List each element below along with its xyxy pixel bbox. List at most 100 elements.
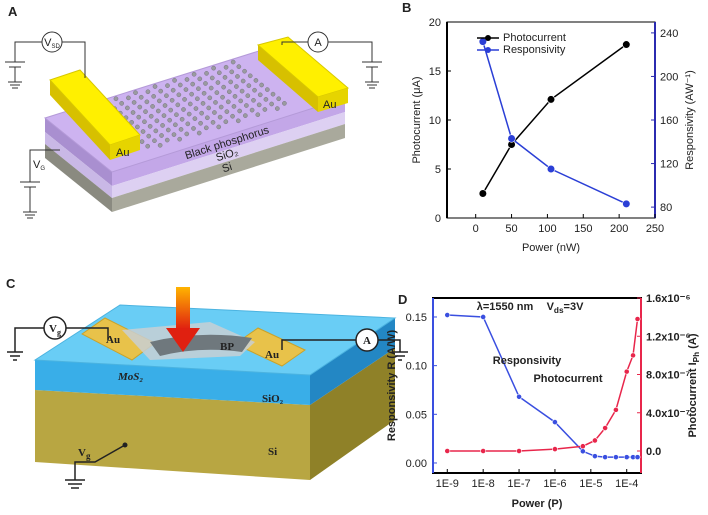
circuit [7,316,408,489]
atom [209,75,215,81]
atom [253,78,259,83]
device-schematic-c: Vg A Au Au BP MoS₂ SiO₂ Si Vg [7,287,408,489]
atom [236,64,242,69]
y-tick-label: 5 [435,164,441,176]
y-axis-label: Responsivity R (A/W) [386,330,398,442]
atom [119,101,124,106]
atom [131,100,137,105]
atom [184,131,190,137]
atom [160,123,165,128]
data-point [630,352,636,359]
data-point [552,446,558,452]
legend-marker [485,47,491,53]
atom [139,139,145,144]
y2-tick-label: 120 [660,159,678,171]
atom [200,101,206,106]
label-main: V [33,159,41,171]
y2-axis-label: Photocurrent IPh (A) [687,333,701,437]
atom [143,109,148,114]
atom [238,98,244,104]
label-main: Photocurrent I [687,362,699,437]
data-point [622,199,631,208]
sio2-front [112,112,345,198]
atom [113,96,119,102]
atom [215,80,221,85]
panel-label: B [402,0,411,15]
y-tick-label: 15 [429,66,441,78]
atom [146,133,152,139]
atom [170,87,176,93]
atom [240,78,246,84]
atom [211,65,216,71]
flake-label: MoS₂ [117,371,143,383]
x-tick-label: 1E-4 [615,478,638,490]
atom [185,121,191,127]
y-tick-label: 0.15 [406,312,427,324]
data-point [634,454,641,461]
atom [242,68,247,74]
atom [187,101,193,107]
y2-tick-label: 160 [660,115,678,127]
atom [182,97,187,102]
atom [142,119,147,125]
atom [207,95,213,101]
atom [192,116,198,121]
atom [171,132,177,137]
electrode [234,327,306,367]
atom [165,127,171,133]
atom [234,84,239,89]
atom [251,97,256,103]
si-side [45,144,112,212]
atom [222,75,228,80]
y2-tick-label: 1.6x10⁻⁶ [646,293,691,305]
wire [378,339,401,352]
atom [249,107,255,113]
atom [152,138,157,143]
atom [239,88,245,94]
label-sub: Ph [692,352,701,363]
sio2-side [45,132,112,198]
atom [218,104,224,110]
electrode-label: Au [116,147,129,159]
series-line [482,41,627,205]
wire [328,41,373,62]
source-symbol [43,316,67,340]
atom [138,94,144,100]
y2-tick-label: 0.0 [646,446,661,458]
atom [175,102,181,108]
series-label: Responsivity [493,355,562,367]
data-point [623,454,630,461]
atom [145,89,151,95]
atom [125,105,130,111]
atom [191,126,196,131]
atom [262,107,268,112]
data-point [579,448,586,455]
atom [186,111,192,117]
electrode-label: Au [106,334,120,346]
data-point [546,164,556,174]
atom [197,76,203,82]
label-sub: g [86,451,91,461]
series-line [482,43,627,194]
electrode-label: Au [323,99,336,111]
annotation: λ=1550 nm [477,301,534,313]
atom [157,142,163,148]
x-tick-label: 1E-7 [507,478,530,490]
label-sub: G [40,166,45,172]
label-main: V [49,323,57,335]
data-point [546,95,556,104]
atom [257,92,263,98]
atom [168,107,174,113]
label-sub: SD [52,44,61,50]
lattice [94,59,287,149]
data-point [602,425,609,431]
circuit [5,31,382,219]
atom [235,118,241,124]
atom [158,88,164,94]
atom [177,136,182,142]
atom [235,74,240,79]
y2-tick-label: 240 [660,28,678,40]
atom [213,100,218,105]
atom [276,96,282,102]
